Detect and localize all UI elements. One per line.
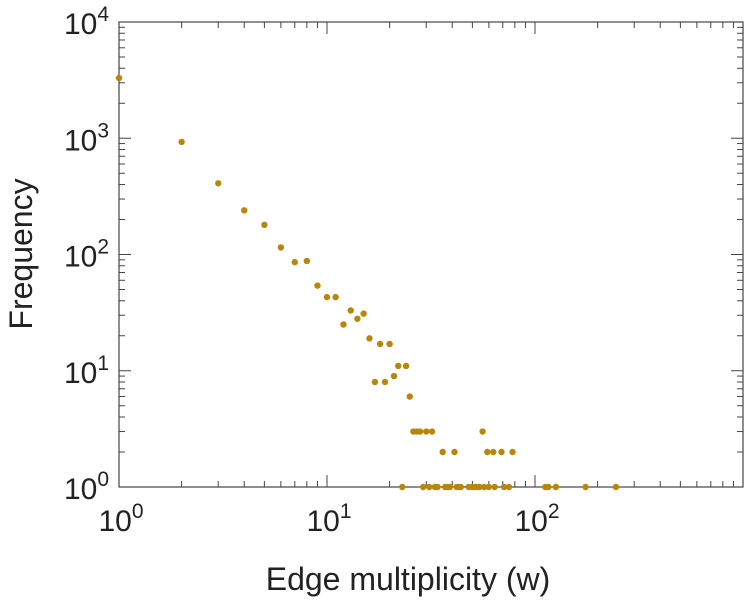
y-tick-label: 102 <box>64 236 109 274</box>
data-point <box>115 74 123 82</box>
data-point <box>479 428 486 435</box>
data-point <box>376 340 384 348</box>
data-point <box>500 483 508 491</box>
data-point <box>481 483 488 491</box>
y-axis-title: Frequency <box>3 178 39 329</box>
data-point <box>332 293 339 301</box>
data-point <box>505 483 513 491</box>
data-point <box>582 483 589 491</box>
data-point <box>439 448 446 456</box>
data-point <box>406 393 413 400</box>
data-point <box>354 315 361 322</box>
plot-frame <box>118 21 744 488</box>
data-point <box>484 448 491 456</box>
data-point <box>399 483 406 491</box>
data-point <box>476 483 483 491</box>
data-point <box>386 340 393 348</box>
y-tick-label: 104 <box>64 3 109 41</box>
y-tick-label: 100 <box>64 468 109 506</box>
data-point <box>491 483 498 491</box>
data-point <box>446 483 454 491</box>
data-point <box>423 428 430 435</box>
data-point <box>390 372 398 380</box>
y-tick-label: 103 <box>64 119 109 157</box>
data-point <box>428 428 436 435</box>
data-point <box>612 483 620 491</box>
data-point <box>552 483 560 491</box>
data-point <box>371 378 379 386</box>
x-axis-title: Edge multiplicity (w) <box>266 561 551 597</box>
data-point <box>291 258 298 266</box>
x-tick-label: 101 <box>306 500 351 538</box>
data-point <box>485 483 493 491</box>
x-tick-label: 102 <box>514 500 559 538</box>
data-point <box>451 448 458 456</box>
data-point <box>215 180 222 187</box>
x-tick-labels: 100 101 102 <box>98 500 559 538</box>
data-point <box>277 244 285 251</box>
data-point <box>490 448 497 456</box>
y-tick-label: 101 <box>64 352 109 390</box>
data-point <box>323 293 331 301</box>
data-point <box>366 335 373 342</box>
data-point <box>395 362 402 370</box>
data-point <box>360 310 367 317</box>
data-point <box>340 321 347 328</box>
data-point <box>347 307 354 314</box>
data-point <box>381 378 389 386</box>
data-points <box>115 74 620 491</box>
data-point <box>545 483 552 491</box>
data-point <box>402 362 410 370</box>
x-tick-label: 100 <box>98 500 143 538</box>
data-point <box>434 483 441 491</box>
data-point <box>303 257 311 265</box>
data-point <box>419 483 427 491</box>
data-point <box>241 207 248 214</box>
data-point <box>509 448 516 456</box>
data-point <box>498 448 505 456</box>
axis-ticks <box>118 22 743 488</box>
data-point <box>314 282 321 289</box>
data-point <box>457 483 465 491</box>
data-point <box>261 221 268 229</box>
data-point <box>416 428 424 435</box>
y-tick-labels: 100 101 102 103 104 <box>64 3 109 506</box>
data-point <box>178 138 185 146</box>
data-point <box>426 483 433 491</box>
